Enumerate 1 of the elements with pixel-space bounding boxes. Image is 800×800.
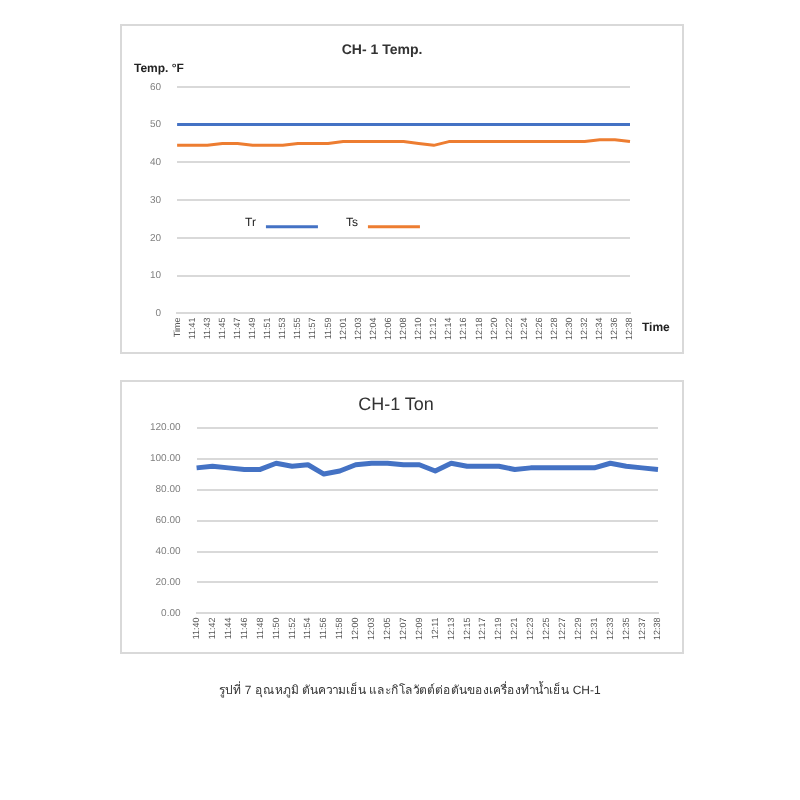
- chart-title: CH-1 Ton: [358, 393, 434, 414]
